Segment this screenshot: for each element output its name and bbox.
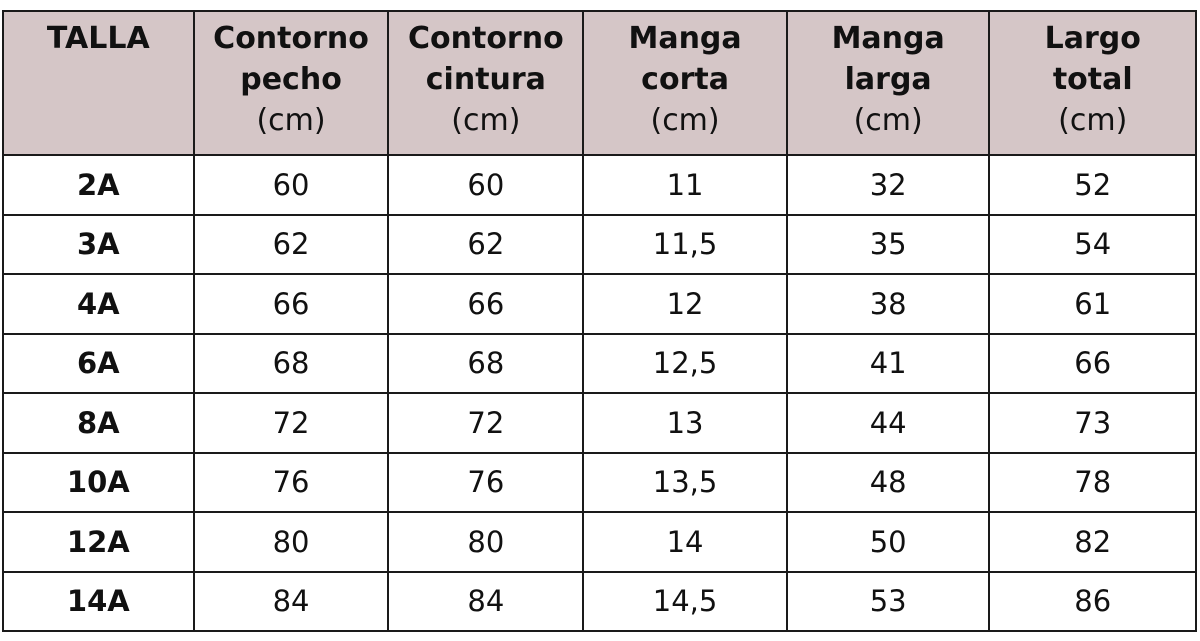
measurement-cell: 80	[387, 511, 585, 573]
header-label: cintura	[425, 62, 546, 97]
table-row: 12A 80 80 14 50 82	[2, 511, 1197, 573]
measurement-cell: 38	[785, 273, 991, 335]
measurement-cell: 66	[192, 273, 390, 335]
measurement-cell: 68	[387, 332, 585, 394]
measurement-cell: 14,5	[582, 570, 788, 632]
measurement-cell: 12,5	[582, 332, 788, 394]
size-cell: 14A	[2, 570, 195, 632]
header-label: corta	[641, 62, 729, 97]
header-unit: (cm)	[451, 103, 521, 138]
measurement-cell: 72	[387, 392, 585, 454]
header-row: TALLA Contorno pecho (cm) Contorno cintura (cm…	[2, 10, 1197, 156]
table-row: 3A 62 62 11,5 35 54	[2, 213, 1197, 275]
table-row: 4A 66 66 12 38 61	[2, 273, 1197, 335]
measurement-cell: 84	[192, 570, 390, 632]
measurement-cell: 48	[785, 451, 991, 513]
measurement-cell: 76	[387, 451, 585, 513]
measurement-cell: 52	[988, 154, 1197, 216]
measurement-cell: 66	[988, 332, 1197, 394]
table-row: 8A 72 72 13 44 73	[2, 392, 1197, 454]
size-cell: 8A	[2, 392, 195, 454]
measurement-cell: 60	[192, 154, 390, 216]
size-cell: 12A	[2, 511, 195, 573]
header-label: Largo	[1044, 21, 1141, 56]
size-cell: 6A	[2, 332, 195, 394]
table-row: 10A 76 76 13,5 48 78	[2, 451, 1197, 513]
size-cell: 10A	[2, 451, 195, 513]
header-label: Manga	[628, 21, 742, 56]
header-unit: (cm)	[1058, 103, 1128, 138]
measurement-cell: 72	[192, 392, 390, 454]
measurement-cell: 14	[582, 511, 788, 573]
measurement-cell: 53	[785, 570, 991, 632]
measurement-cell: 13	[582, 392, 788, 454]
measurement-cell: 50	[785, 511, 991, 573]
measurement-cell: 80	[192, 511, 390, 573]
measurement-cell: 11	[582, 154, 788, 216]
table-row: 2A 60 60 11 32 52	[2, 154, 1197, 216]
header-label: total	[1052, 62, 1133, 97]
measurement-cell: 62	[192, 213, 390, 275]
measurement-cell: 62	[387, 213, 585, 275]
measurement-cell: 78	[988, 451, 1197, 513]
measurement-cell: 86	[988, 570, 1197, 632]
measurement-cell: 41	[785, 332, 991, 394]
header-unit: (cm)	[256, 103, 326, 138]
column-header: Contorno pecho (cm)	[192, 10, 390, 156]
measurement-cell: 84	[387, 570, 585, 632]
column-header: Manga corta (cm)	[582, 10, 788, 156]
header-label: Contorno	[408, 21, 564, 56]
measurement-cell: 82	[988, 511, 1197, 573]
measurement-cell: 73	[988, 392, 1197, 454]
table-row: 14A 84 84 14,5 53 86	[2, 570, 1197, 632]
measurement-cell: 35	[785, 213, 991, 275]
measurement-cell: 54	[988, 213, 1197, 275]
measurement-cell: 44	[785, 392, 991, 454]
measurement-cell: 66	[387, 273, 585, 335]
size-cell: 3A	[2, 213, 195, 275]
measurement-cell: 13,5	[582, 451, 788, 513]
size-cell: 4A	[2, 273, 195, 335]
size-cell: 2A	[2, 154, 195, 216]
header-unit: (cm)	[650, 103, 720, 138]
measurement-cell: 11,5	[582, 213, 788, 275]
header-label: TALLA	[46, 21, 150, 56]
header-label: pecho	[240, 62, 342, 97]
header-label: larga	[844, 62, 932, 97]
table-row: 6A 68 68 12,5 41 66	[2, 332, 1197, 394]
header-unit: (cm)	[853, 103, 923, 138]
column-header: Manga larga (cm)	[785, 10, 991, 156]
header-label: Contorno	[213, 21, 369, 56]
column-header: Largo total (cm)	[988, 10, 1197, 156]
measurement-cell: 60	[387, 154, 585, 216]
measurement-cell: 12	[582, 273, 788, 335]
size-chart-table: TALLA Contorno pecho (cm) Contorno cintura (cm…	[2, 10, 1197, 632]
measurement-cell: 61	[988, 273, 1197, 335]
column-header: TALLA	[2, 10, 195, 156]
column-header: Contorno cintura (cm)	[387, 10, 585, 156]
measurement-cell: 76	[192, 451, 390, 513]
measurement-cell: 68	[192, 332, 390, 394]
measurement-cell: 32	[785, 154, 991, 216]
header-label: Manga	[831, 21, 945, 56]
